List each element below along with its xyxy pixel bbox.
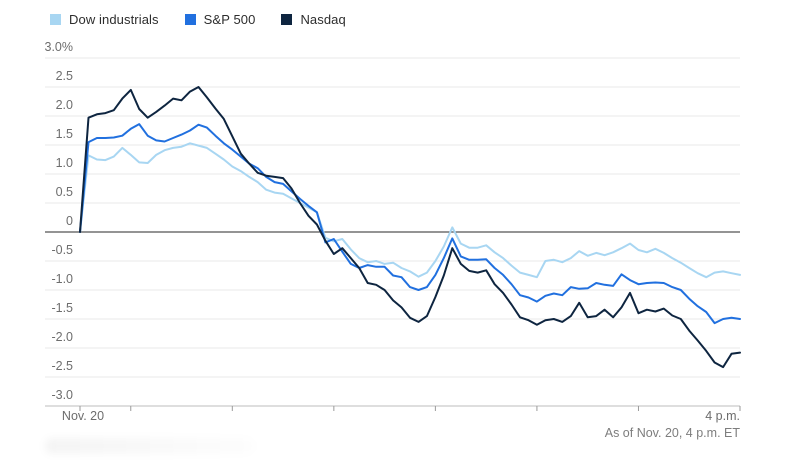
- y-axis-label: 1.0: [55, 156, 73, 170]
- y-axis-label: 2.5: [55, 69, 73, 83]
- sp500-swatch: [184, 14, 196, 25]
- y-axis-label: -0.5: [51, 243, 73, 257]
- series-line-nasdaq[interactable]: [79, 86, 741, 369]
- y-axis-label: 0.5: [55, 185, 73, 199]
- nasdaq-swatch: [281, 14, 293, 25]
- y-axis-label: 3.0%: [44, 40, 74, 54]
- y-axis-label: 2.0: [55, 98, 73, 112]
- y-axis-label: 0: [66, 214, 73, 228]
- as-of-footnote: As of Nov. 20, 4 p.m. ET: [604, 426, 740, 440]
- x-axis-end-label: 4 p.m.: [705, 409, 740, 423]
- x-axis-start-label: Nov. 20: [61, 409, 105, 423]
- legend-item-nasdaq[interactable]: Nasdaq: [281, 12, 346, 27]
- legend-item-dow-industrials[interactable]: Dow industrials: [50, 12, 159, 27]
- legend-item-sp500[interactable]: S&P 500: [184, 12, 256, 27]
- legend-label-sp500: S&P 500: [203, 12, 256, 27]
- legend: Dow industrials S&P 500 Nasdaq: [50, 12, 346, 27]
- y-axis-label: -2.0: [51, 330, 73, 344]
- y-axis-label: 1.5: [55, 127, 73, 141]
- dow-industrials-swatch: [50, 14, 61, 25]
- y-axis-label: -1.0: [51, 272, 73, 286]
- series-line-dow-industrials[interactable]: [79, 142, 741, 279]
- series-line-s-p-500[interactable]: [79, 123, 741, 325]
- y-axis-label: -3.0: [51, 388, 73, 402]
- y-axis-label: -1.5: [51, 301, 73, 315]
- y-axis-label: -2.5: [51, 359, 73, 373]
- blurred-watermark: [45, 438, 255, 454]
- legend-label-nasdaq: Nasdaq: [300, 12, 346, 27]
- legend-label-dow-industrials: Dow industrials: [69, 12, 159, 27]
